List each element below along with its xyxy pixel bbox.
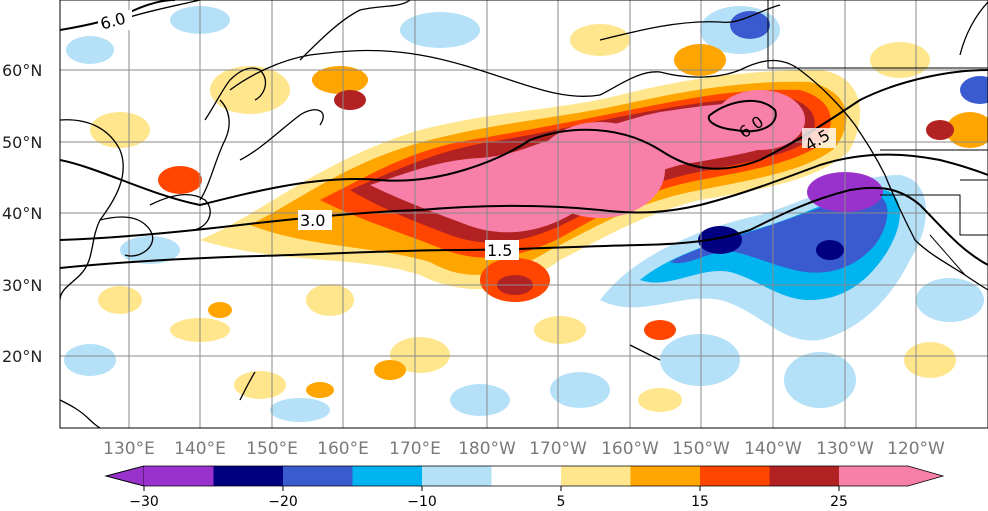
colorbar-segment xyxy=(700,466,770,486)
colorbar-segment xyxy=(144,466,214,486)
colorbar-tick-label: 15 xyxy=(691,494,709,510)
lat-label-30n: 30°N xyxy=(2,276,42,295)
map-panel: 6.0 3.0 1.5 6.0 4.5 xyxy=(60,0,988,428)
lon-label-140w: 140°W xyxy=(744,439,802,459)
weak-anomaly-patches xyxy=(64,6,988,422)
map-frame xyxy=(59,0,988,429)
colorbar-segment xyxy=(769,466,839,486)
lon-label-140e: 140°E xyxy=(174,439,226,459)
lon-label-150w: 150°W xyxy=(672,439,730,459)
colorbar-segment xyxy=(422,466,492,486)
lon-label-170e: 170°E xyxy=(389,439,441,459)
colorbar-tick-label: −20 xyxy=(268,494,298,510)
coastlines xyxy=(60,0,988,428)
latitude-labels: 60°N 50°N 40°N 30°N 20°N xyxy=(2,61,42,366)
lon-label-180w: 180°W xyxy=(458,439,516,459)
positive-anomaly-band xyxy=(158,66,860,302)
colorbar-max-extend xyxy=(839,466,943,486)
lon-label-150e: 150°E xyxy=(246,439,298,459)
lon-label-160e: 160°E xyxy=(317,439,369,459)
lat-label-50n: 50°N xyxy=(2,133,42,152)
contour-label-1-5: 1.5 xyxy=(487,241,512,260)
lat-label-60n: 60°N xyxy=(2,61,42,80)
lon-label-160w: 160°W xyxy=(601,439,659,459)
longitude-labels: 130°E 140°E 150°E 160°E 170°E 180°W 170°… xyxy=(103,439,945,459)
lat-label-20n: 20°N xyxy=(2,347,42,366)
contour-label-3: 3.0 xyxy=(300,211,325,230)
colorbar-tick-label: −30 xyxy=(129,494,159,510)
colorbar-tick-label: −10 xyxy=(407,494,437,510)
colorbar-segment xyxy=(491,466,561,486)
colorbar-segment xyxy=(630,466,700,486)
lat-label-40n: 40°N xyxy=(2,204,42,223)
colorbar-segment xyxy=(561,466,631,486)
colorbar-tick-label: 5 xyxy=(557,494,566,510)
colorbar-segment xyxy=(352,466,422,486)
colorbar-outline xyxy=(104,465,945,487)
lon-label-130w: 130°W xyxy=(816,439,874,459)
colorbar-tick-label: 25 xyxy=(830,494,848,510)
colorbar-ticks xyxy=(143,486,840,491)
colorbar-min-extend xyxy=(104,465,145,487)
lon-label-120w: 120°W xyxy=(887,439,945,459)
colorbar-segment xyxy=(213,466,283,486)
political-borders xyxy=(767,0,988,276)
colorbar: −30 −20 −10 5 15 25 xyxy=(104,465,945,510)
colorbar-segment xyxy=(283,466,353,486)
lon-label-130e: 130°E xyxy=(103,439,155,459)
lon-label-170w: 170°W xyxy=(529,439,587,459)
